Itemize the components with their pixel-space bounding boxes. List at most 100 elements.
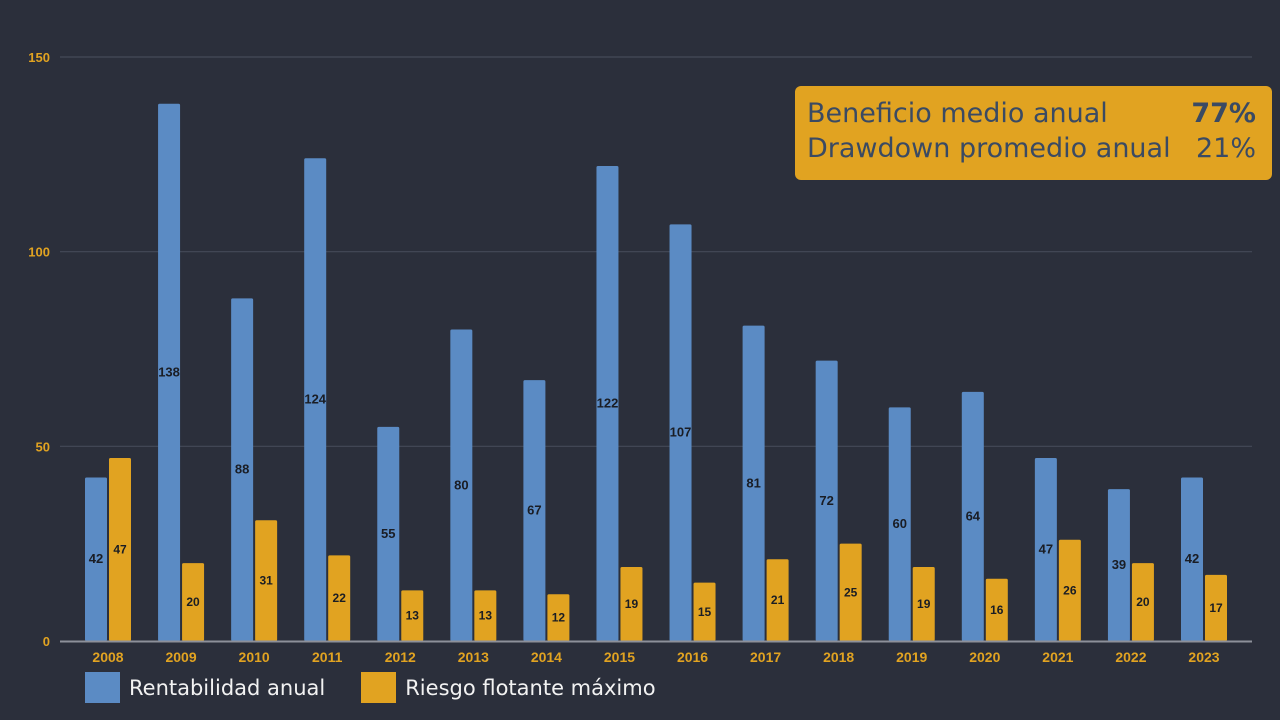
bar-rentabilidad xyxy=(961,391,984,641)
bar-rentabilidad xyxy=(377,426,400,641)
summary-box: Beneficio medio anual 77% Drawdown prome… xyxy=(795,86,1272,180)
x-tick-label: 2008 xyxy=(92,649,123,665)
gridlines xyxy=(60,56,1252,447)
data-label-riesgo: 13 xyxy=(479,609,493,623)
data-label-riesgo: 20 xyxy=(1136,595,1150,609)
x-tick-label: 2010 xyxy=(239,649,270,665)
data-label-rentabilidad: 107 xyxy=(670,425,692,440)
bar-riesgo xyxy=(182,563,205,641)
data-label-riesgo: 47 xyxy=(113,543,127,557)
data-label-riesgo: 12 xyxy=(552,611,566,625)
bar-rentabilidad xyxy=(450,329,473,641)
bar-rentabilidad xyxy=(815,360,838,641)
legend-item-rentabilidad: Rentabilidad anual xyxy=(85,672,325,703)
x-tick-label: 2022 xyxy=(1115,649,1146,665)
data-label-rentabilidad: 55 xyxy=(381,526,395,541)
data-label-rentabilidad: 64 xyxy=(966,508,981,523)
summary-row-drawdown: Drawdown promedio anual 21% xyxy=(807,131,1256,166)
data-label-rentabilidad: 124 xyxy=(304,392,326,407)
bar-riesgo xyxy=(839,543,862,641)
bar-riesgo xyxy=(474,590,497,641)
data-label-rentabilidad: 42 xyxy=(1185,551,1199,566)
data-label-riesgo: 25 xyxy=(844,585,858,599)
data-label-rentabilidad: 88 xyxy=(235,462,249,477)
bar-riesgo xyxy=(328,555,351,641)
bar-riesgo xyxy=(547,594,570,641)
data-label-riesgo: 31 xyxy=(259,574,273,588)
data-label-riesgo: 20 xyxy=(186,595,200,609)
data-label-riesgo: 19 xyxy=(625,597,639,611)
data-label-riesgo: 13 xyxy=(406,609,420,623)
x-tick-label: 2014 xyxy=(531,649,562,665)
summary-label-profit: Beneficio medio anual xyxy=(807,98,1108,129)
data-label-rentabilidad: 67 xyxy=(527,503,541,518)
y-tick-label: 100 xyxy=(28,245,50,260)
bar-riesgo xyxy=(109,458,131,641)
data-labels: 42 47 138 20 88 31 124 22 55 13 80 13 67 12 122 19 107 15… xyxy=(89,364,1223,624)
bar-riesgo xyxy=(1205,574,1227,641)
data-label-riesgo: 19 xyxy=(917,597,931,611)
legend-label-riesgo: Riesgo flotante máximo xyxy=(405,675,656,700)
bar-rentabilidad xyxy=(1034,458,1057,641)
bar-rentabilidad xyxy=(596,166,619,641)
bar-rentabilidad xyxy=(304,158,327,641)
data-label-rentabilidad: 138 xyxy=(158,364,180,379)
data-label-riesgo: 17 xyxy=(1209,601,1223,615)
data-label-rentabilidad: 39 xyxy=(1112,557,1126,572)
data-label-rentabilidad: 80 xyxy=(454,477,468,492)
data-label-riesgo: 22 xyxy=(333,591,347,605)
x-tick-label: 2023 xyxy=(1188,649,1219,665)
summary-value-profit: 77% xyxy=(1191,98,1256,129)
bar-riesgo xyxy=(401,590,424,641)
bar-rentabilidad xyxy=(742,325,765,641)
data-label-riesgo: 15 xyxy=(698,605,712,619)
legend-label-rentabilidad: Rentabilidad anual xyxy=(129,675,326,700)
y-tick-label: 0 xyxy=(43,634,50,649)
bar-rentabilidad xyxy=(85,477,107,641)
legend-swatch-riesgo xyxy=(361,672,397,703)
x-tick-label: 2021 xyxy=(1042,649,1073,665)
bar-riesgo xyxy=(693,582,716,641)
bar-riesgo xyxy=(766,559,789,641)
data-label-rentabilidad: 81 xyxy=(746,475,760,490)
x-tick-label: 2011 xyxy=(312,649,343,665)
x-axis-ticks: 2008 2009 2010 2011 2012 2013 2014 2015 2016 2017… xyxy=(92,649,1219,665)
data-label-rentabilidad: 72 xyxy=(819,493,833,508)
y-tick-label: 150 xyxy=(28,50,50,65)
x-tick-label: 2017 xyxy=(750,649,781,665)
data-label-rentabilidad: 42 xyxy=(89,551,103,566)
y-tick-label: 50 xyxy=(36,439,50,454)
legend-item-riesgo: Riesgo flotante máximo xyxy=(361,672,656,703)
x-tick-label: 2015 xyxy=(604,649,635,665)
bar-riesgo xyxy=(1058,539,1081,641)
x-tick-label: 2012 xyxy=(385,649,416,665)
bars xyxy=(85,103,1227,642)
bar-riesgo xyxy=(255,520,278,641)
data-label-riesgo: 21 xyxy=(771,593,785,607)
x-tick-label: 2018 xyxy=(823,649,854,665)
x-tick-label: 2013 xyxy=(458,649,489,665)
bar-rentabilidad xyxy=(523,380,546,641)
data-label-riesgo: 26 xyxy=(1063,583,1077,597)
x-tick-label: 2020 xyxy=(969,649,1000,665)
x-tick-label: 2019 xyxy=(896,649,927,665)
bar-rentabilidad xyxy=(1107,489,1130,641)
summary-label-drawdown: Drawdown promedio anual xyxy=(807,133,1171,164)
bar-riesgo xyxy=(985,578,1008,641)
bar-riesgo xyxy=(912,567,935,641)
bar-rentabilidad xyxy=(669,224,692,641)
legend: Rentabilidad anual Riesgo flotante máxim… xyxy=(85,672,692,703)
x-tick-label: 2016 xyxy=(677,649,708,665)
bar-riesgo xyxy=(620,567,643,641)
x-tick-label: 2009 xyxy=(165,649,196,665)
data-label-rentabilidad: 47 xyxy=(1039,542,1053,557)
bar-riesgo xyxy=(1131,563,1154,641)
bar-rentabilidad xyxy=(1181,477,1203,641)
bar-rentabilidad xyxy=(231,298,254,641)
bar-rentabilidad xyxy=(158,103,181,642)
data-label-rentabilidad: 60 xyxy=(892,516,906,531)
data-label-rentabilidad: 122 xyxy=(597,396,619,411)
summary-value-drawdown: 21% xyxy=(1195,133,1256,164)
bar-rentabilidad xyxy=(888,407,911,641)
